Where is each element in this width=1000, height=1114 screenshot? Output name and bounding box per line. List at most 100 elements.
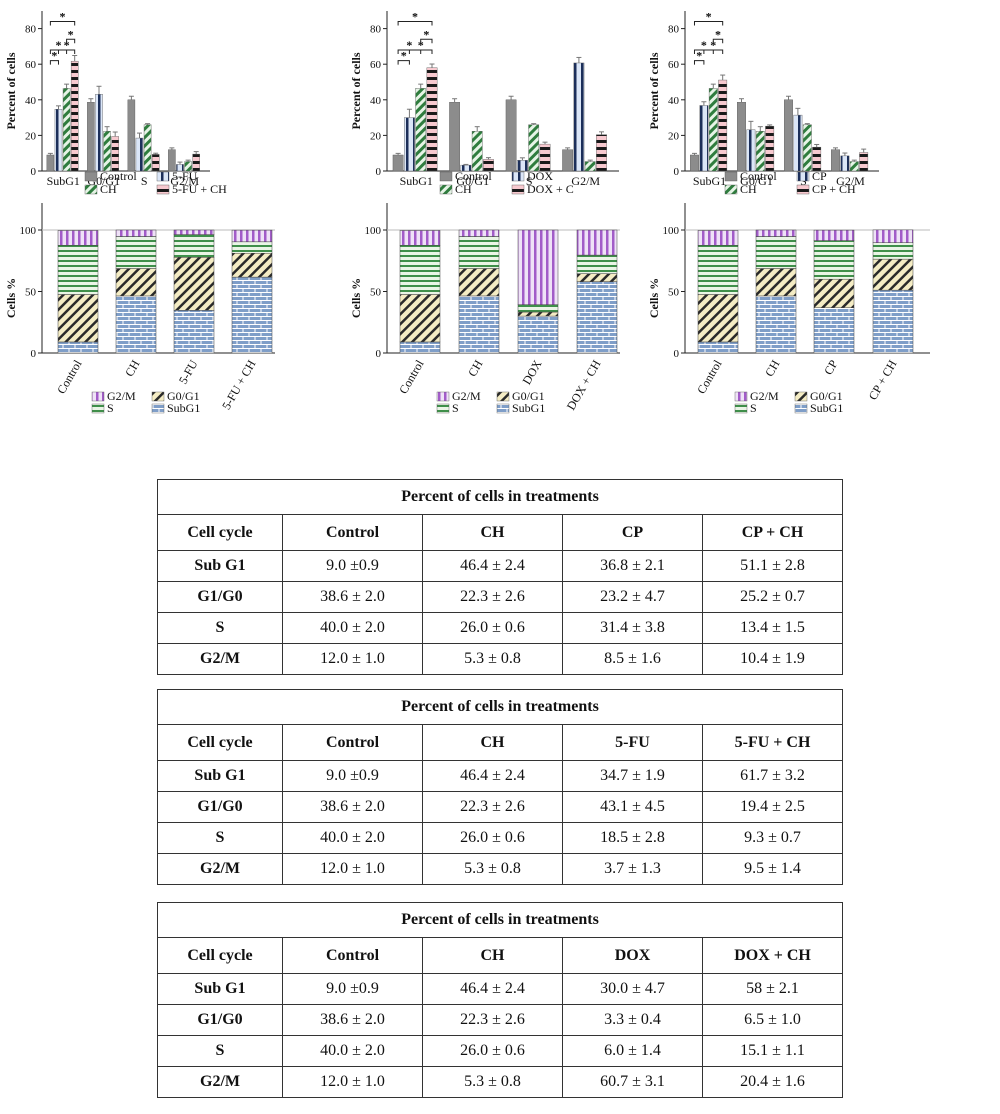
x-tick-label: G2/M (571, 174, 600, 188)
stack-segment (517, 229, 559, 305)
y-tick-label: 50 (25, 287, 37, 299)
table-cell: 13.4 ± 1.5 (701, 612, 844, 644)
table-cell: 61.7 ± 3.2 (701, 760, 844, 792)
column-header: DOX (562, 937, 703, 974)
table-row: G2/M 12.0 ± 1.0 5.3 ± 0.8 8.5 ± 1.6 10.4 ± 1… (157, 643, 844, 675)
legend-label: Control (740, 169, 777, 183)
significance-star: * (715, 27, 721, 41)
y-tick-label: 40 (370, 95, 382, 107)
fu-table: Percent of cells in treatments Cell cycle… (156, 689, 844, 885)
stack-segment (872, 242, 914, 260)
stack-segment (813, 240, 855, 280)
legend-swatch (734, 391, 748, 402)
column-header: Cell cycle (157, 724, 283, 761)
legend-label: Control (455, 169, 492, 183)
y-tick-label: 100 (365, 225, 382, 237)
legend-label: DOX + C (527, 182, 574, 196)
legend-swatch (496, 391, 510, 402)
table-row: S 40.0 ± 2.0 26.0 ± 0.6 6.0 ± 1.4 15.1 ± 1.1 (157, 1035, 844, 1067)
significance-bracket (397, 60, 410, 65)
stack-segment (697, 294, 739, 343)
bar (562, 149, 573, 172)
table-cell: 40.0 ± 2.0 (282, 822, 423, 854)
bar (404, 117, 415, 172)
x-tick-label: DOX + CH (564, 357, 604, 412)
x-tick-label: Control (54, 357, 85, 396)
legend-swatch (151, 391, 165, 402)
y-tick-label: 0 (674, 166, 680, 178)
bar (471, 131, 483, 172)
row-header: G2/M (157, 853, 283, 885)
significance-star: * (64, 38, 70, 52)
bar (415, 88, 427, 172)
bar (812, 146, 822, 172)
table-title: Percent of cells in treatments (156, 902, 844, 938)
row-header: G2/M (157, 1066, 283, 1098)
table-cell: 12.0 ± 1.0 (282, 1066, 423, 1098)
x-tick-label: CP + CH (866, 357, 900, 402)
significance-star: * (706, 9, 712, 23)
legend-label: CH (740, 182, 757, 196)
table-row: G1/G0 38.6 ± 2.0 22.3 ± 2.6 3.3 ± 0.4 6.5 ± … (157, 1004, 844, 1036)
stacked-chart-1: 0 50 100 Cells % Control CH 5-FU 5-FU + CH G2/M G… (4, 203, 275, 415)
y-axis-label: Percent of cells (647, 52, 661, 129)
table-row: S 40.0 ± 2.0 26.0 ± 0.6 31.4 ± 3.8 13.4 ± 1.… (157, 612, 844, 644)
stack-segment (399, 294, 441, 343)
legend-label: G0/G1 (512, 389, 545, 403)
table-cell: 6.5 ± 1.0 (701, 1004, 844, 1036)
significance-bracket (693, 60, 705, 65)
significance-star: * (55, 38, 61, 52)
stack-segment (399, 341, 441, 354)
legend-label: CP + CH (812, 182, 856, 196)
stack-segment (115, 268, 157, 297)
stack-segment (697, 245, 739, 295)
y-tick-label: 100 (663, 225, 680, 237)
bar (849, 161, 859, 172)
bar (426, 67, 438, 172)
stack-segment (115, 229, 157, 237)
column-header: CH (422, 937, 563, 974)
significance-bracket (420, 38, 433, 44)
row-header: G1/G0 (157, 1004, 283, 1036)
significance-star: * (418, 38, 424, 52)
y-tick-label: 60 (668, 59, 680, 71)
y-tick-label: 0 (376, 166, 382, 178)
stack-segment (57, 341, 99, 354)
table-cell: 40.0 ± 2.0 (282, 612, 423, 644)
table-cell: 46.4 ± 2.4 (422, 973, 563, 1005)
stack-segment (576, 281, 618, 354)
legend-label: CP (812, 169, 827, 183)
legend-label: Control (100, 169, 137, 183)
legend-label: S (750, 401, 757, 415)
bar (151, 154, 160, 172)
bar (449, 102, 460, 172)
table-cell: 5.3 ± 0.8 (422, 643, 563, 675)
table-cell: 8.5 ± 1.6 (562, 643, 703, 675)
stack-segment (517, 304, 559, 313)
y-tick-label: 100 (20, 225, 37, 237)
table-row: G1/G0 38.6 ± 2.0 22.3 ± 2.6 23.2 ± 4.7 25.2 … (157, 581, 844, 613)
bar (103, 131, 111, 172)
x-tick-label: G0/G1 (456, 174, 489, 188)
y-tick-label: 40 (25, 95, 37, 107)
legend-swatch (91, 403, 105, 414)
legend-swatch (91, 391, 105, 402)
significance-star: * (701, 38, 707, 52)
stack-segment (57, 294, 99, 343)
stack-segment (576, 254, 618, 274)
table-cell: 36.8 ± 2.1 (562, 550, 703, 582)
row-header: G1/G0 (157, 791, 283, 823)
bar (690, 154, 699, 172)
table-cell: 38.6 ± 2.0 (282, 791, 423, 823)
bar (840, 155, 850, 172)
bar (505, 99, 517, 172)
row-header: G2/M (157, 643, 283, 675)
stack-segment (231, 229, 273, 243)
y-tick-label: 20 (370, 130, 382, 142)
y-tick-label: 80 (25, 24, 37, 36)
table-cell: 9.0 ±0.9 (282, 973, 423, 1005)
legend-swatch (511, 184, 525, 195)
legend-swatch (511, 171, 525, 182)
table-cell: 9.3 ± 0.7 (701, 822, 844, 854)
